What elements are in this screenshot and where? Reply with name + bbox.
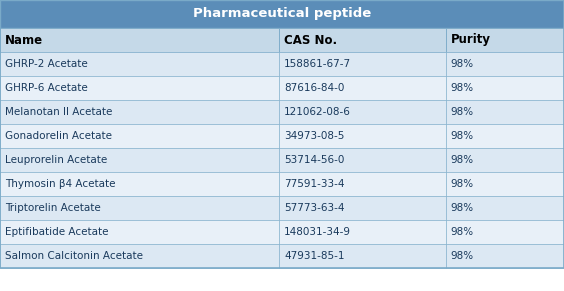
Text: GHRP-6 Acetate: GHRP-6 Acetate (5, 83, 88, 93)
Text: Pharmaceutical peptide: Pharmaceutical peptide (193, 8, 371, 20)
Bar (446, 244, 564, 268)
Text: 57773-63-4: 57773-63-4 (284, 203, 345, 213)
Bar (446, 52, 564, 76)
Text: GHRP-2 Acetate: GHRP-2 Acetate (5, 59, 88, 69)
Text: 53714-56-0: 53714-56-0 (284, 155, 345, 165)
Text: Gonadorelin Acetate: Gonadorelin Acetate (5, 131, 112, 141)
Bar (446, 172, 564, 196)
Bar (279, 172, 446, 196)
Bar (446, 28, 564, 52)
Text: CAS No.: CAS No. (284, 33, 337, 47)
Text: 148031-34-9: 148031-34-9 (284, 227, 351, 237)
Bar (446, 124, 564, 148)
Bar (279, 52, 446, 76)
Bar (279, 220, 446, 244)
Text: 34973-08-5: 34973-08-5 (284, 131, 345, 141)
Text: 98%: 98% (451, 131, 474, 141)
Bar (0, 76, 279, 100)
Bar (0, 124, 279, 148)
Text: Melanotan II Acetate: Melanotan II Acetate (5, 107, 112, 117)
Bar (0, 28, 279, 52)
Bar (0, 172, 279, 196)
Text: 121062-08-6: 121062-08-6 (284, 107, 351, 117)
Bar (446, 148, 564, 172)
Text: 98%: 98% (451, 203, 474, 213)
Bar (446, 100, 564, 124)
Text: 98%: 98% (451, 179, 474, 189)
Text: Eptifibatide Acetate: Eptifibatide Acetate (5, 227, 108, 237)
Text: 98%: 98% (451, 83, 474, 93)
Text: Purity: Purity (451, 33, 491, 47)
Bar (446, 220, 564, 244)
Text: 87616-84-0: 87616-84-0 (284, 83, 345, 93)
Bar (279, 196, 446, 220)
Bar (279, 244, 446, 268)
Text: Leuprorelin Acetate: Leuprorelin Acetate (5, 155, 107, 165)
Text: 98%: 98% (451, 251, 474, 261)
Text: Name: Name (5, 33, 43, 47)
Text: 77591-33-4: 77591-33-4 (284, 179, 345, 189)
Bar (446, 76, 564, 100)
Text: 98%: 98% (451, 59, 474, 69)
Bar (279, 28, 446, 52)
Text: Thymosin β4 Acetate: Thymosin β4 Acetate (5, 179, 116, 189)
Text: 158861-67-7: 158861-67-7 (284, 59, 351, 69)
Bar (279, 148, 446, 172)
Text: 98%: 98% (451, 155, 474, 165)
Bar (0, 196, 279, 220)
Bar (279, 100, 446, 124)
Bar (279, 76, 446, 100)
Bar (0, 148, 279, 172)
Bar (279, 124, 446, 148)
Bar (0, 220, 279, 244)
Text: 47931-85-1: 47931-85-1 (284, 251, 345, 261)
Text: 98%: 98% (451, 227, 474, 237)
Bar (0, 52, 279, 76)
Bar (0, 100, 279, 124)
Bar (0, 0, 564, 28)
Bar (446, 196, 564, 220)
Text: Salmon Calcitonin Acetate: Salmon Calcitonin Acetate (5, 251, 143, 261)
Bar (0, 244, 279, 268)
Text: 98%: 98% (451, 107, 474, 117)
Text: Triptorelin Acetate: Triptorelin Acetate (5, 203, 101, 213)
